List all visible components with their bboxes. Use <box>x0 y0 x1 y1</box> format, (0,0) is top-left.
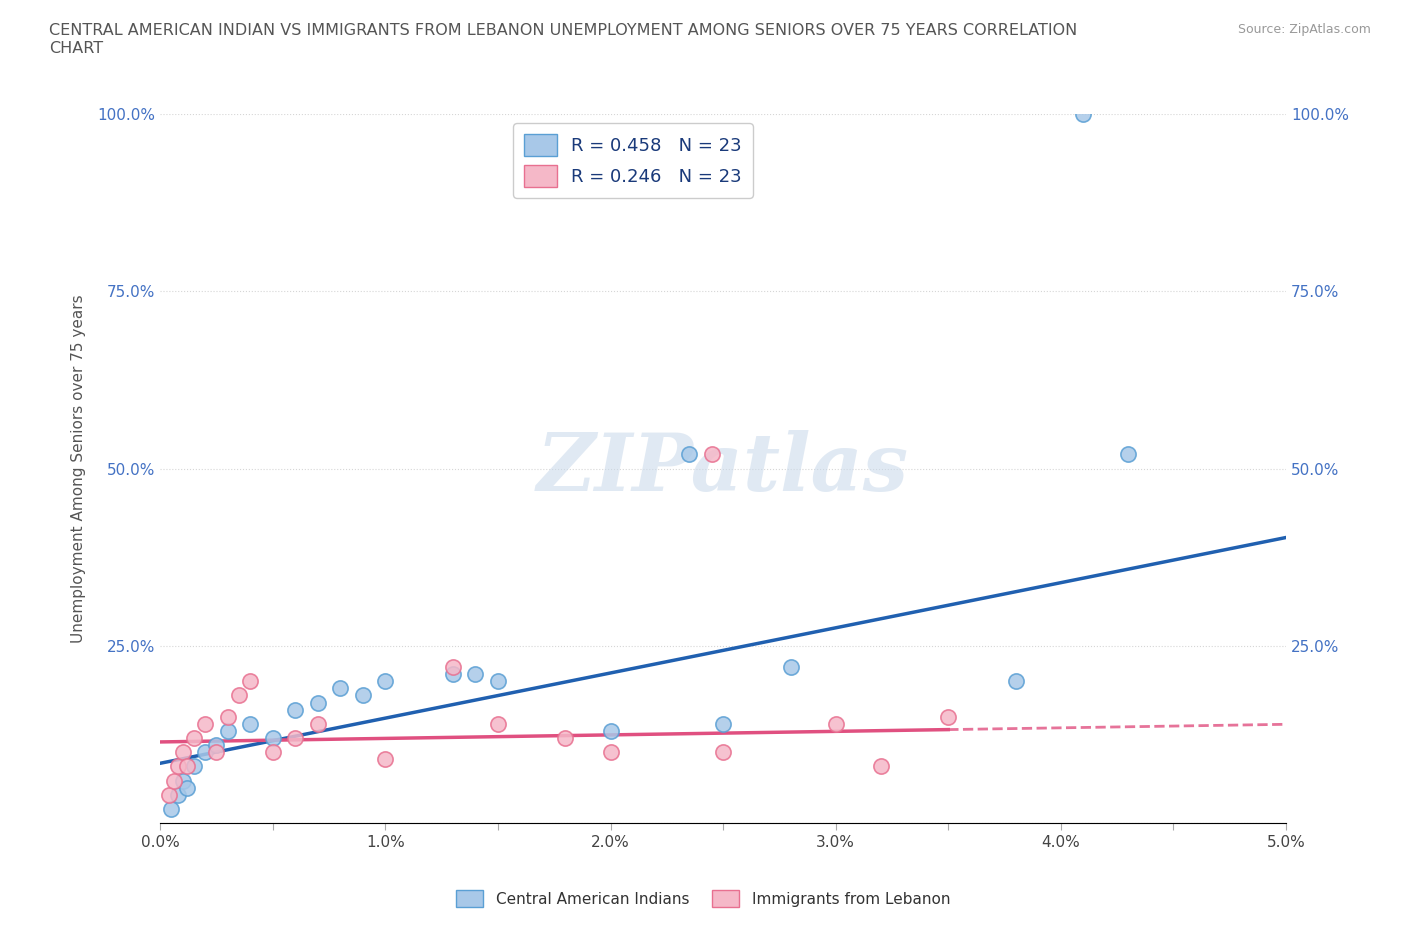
Point <box>352 688 374 703</box>
Point <box>599 745 621 760</box>
Point <box>239 716 262 731</box>
Point <box>217 724 239 738</box>
Point <box>1118 447 1140 462</box>
Point <box>374 751 396 766</box>
Point <box>262 745 284 760</box>
Point <box>172 773 194 788</box>
Point <box>183 731 205 746</box>
Point <box>486 716 509 731</box>
Point <box>228 688 250 703</box>
Point <box>167 788 190 803</box>
Text: CENTRAL AMERICAN INDIAN VS IMMIGRANTS FROM LEBANON UNEMPLOYMENT AMONG SENIORS OV: CENTRAL AMERICAN INDIAN VS IMMIGRANTS FR… <box>49 23 1077 56</box>
Point <box>205 737 228 752</box>
Point <box>779 659 801 674</box>
Point <box>163 773 186 788</box>
Point <box>711 745 734 760</box>
Text: ZIPatlas: ZIPatlas <box>537 430 910 507</box>
Point <box>554 731 576 746</box>
Point <box>486 674 509 689</box>
Point <box>194 716 217 731</box>
Text: Source: ZipAtlas.com: Source: ZipAtlas.com <box>1237 23 1371 36</box>
Point <box>239 674 262 689</box>
Y-axis label: Unemployment Among Seniors over 75 years: Unemployment Among Seniors over 75 years <box>72 294 86 643</box>
Point <box>441 659 464 674</box>
Point <box>217 710 239 724</box>
Legend: Central American Indians, Immigrants from Lebanon: Central American Indians, Immigrants fro… <box>450 884 956 913</box>
Point <box>176 780 198 795</box>
Point <box>284 731 307 746</box>
Point <box>205 745 228 760</box>
Point <box>1004 674 1026 689</box>
Point <box>284 702 307 717</box>
Point <box>678 447 700 462</box>
Point <box>329 681 352 696</box>
Point <box>160 802 183 817</box>
Point <box>307 716 329 731</box>
Point <box>262 731 284 746</box>
Point <box>869 759 891 774</box>
Point <box>1073 107 1095 122</box>
Point <box>307 695 329 710</box>
Point <box>700 447 723 462</box>
Point <box>374 674 396 689</box>
Point <box>824 716 846 731</box>
Point <box>464 667 486 682</box>
Point <box>172 745 194 760</box>
Point <box>711 716 734 731</box>
Point <box>599 724 621 738</box>
Point <box>167 759 190 774</box>
Point <box>441 667 464 682</box>
Legend: R = 0.458   N = 23, R = 0.246   N = 23: R = 0.458 N = 23, R = 0.246 N = 23 <box>513 123 752 198</box>
Point <box>176 759 198 774</box>
Point <box>183 759 205 774</box>
Point <box>157 788 180 803</box>
Point <box>936 710 959 724</box>
Point <box>194 745 217 760</box>
